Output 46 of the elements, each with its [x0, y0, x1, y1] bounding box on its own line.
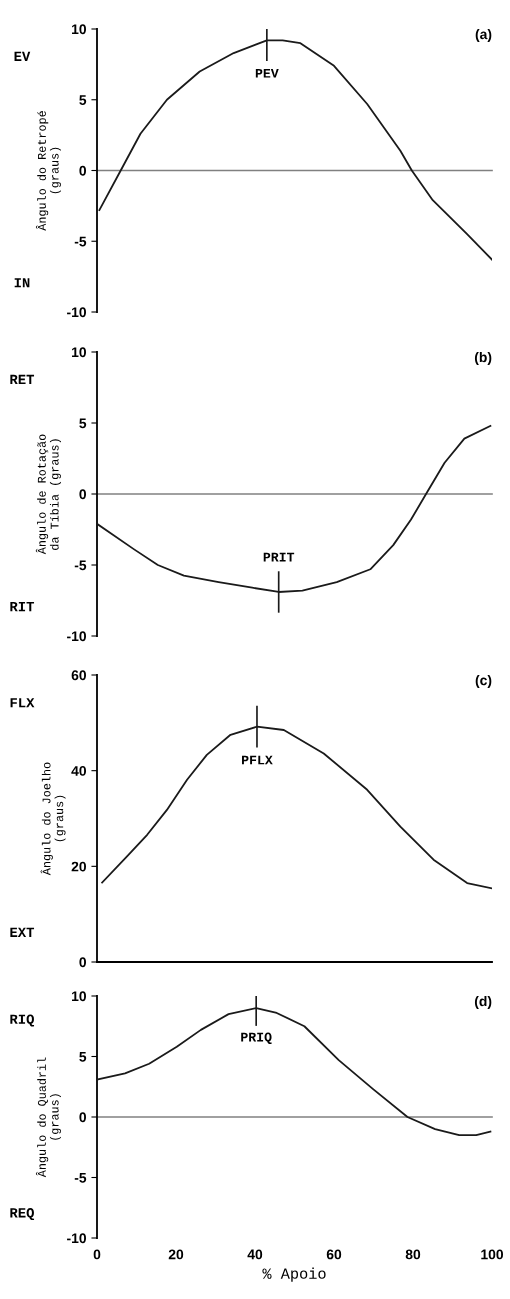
annotation: PEV — [255, 68, 279, 78]
y-tick-label: -10 — [67, 307, 87, 318]
annotation: PRIQ — [241, 1032, 272, 1044]
y-tick-label: -5 — [74, 560, 87, 571]
text: RET — [10, 374, 35, 384]
y-tick-label: 10 — [72, 24, 87, 35]
y-tick-label: 5 — [79, 418, 87, 429]
text: FLX — [10, 698, 35, 708]
text: EV — [14, 51, 31, 61]
text: RIT — [10, 602, 35, 612]
y-tick-label: 0 — [79, 957, 87, 968]
y-tick-label: 20 — [71, 861, 87, 872]
x-tick-label: 60 — [326, 1249, 342, 1260]
annotation: PFLX — [242, 755, 273, 765]
y-tick-label: 5 — [79, 1051, 87, 1062]
text: REQ — [10, 1208, 35, 1221]
y-tick-label: -10 — [67, 631, 87, 642]
chart-title: (c) — [475, 675, 492, 688]
y-tick-label: -5 — [74, 236, 87, 247]
y-tick-label: -10 — [67, 1233, 87, 1244]
text: RIQ — [10, 1014, 35, 1027]
annotation: PRIT — [263, 552, 295, 562]
x-tick-label: 80 — [405, 1249, 421, 1260]
y-axis-title: Ângulo do Joelho (graus) — [40, 762, 66, 876]
x-tick-label: 40 — [247, 1249, 263, 1260]
text: EXT — [10, 927, 35, 937]
y-axis-title: Ângulo do Retropé (graus) — [35, 111, 61, 231]
x-tick-label: 20 — [168, 1249, 184, 1260]
text: IN — [14, 278, 30, 288]
y-tick-label: 10 — [72, 347, 87, 358]
y-tick-label: 40 — [71, 766, 87, 776]
y-axis-title: Ângulo do Quadril (graus) — [35, 1057, 61, 1178]
y-tick-label: 0 — [79, 489, 87, 500]
y-tick-label: 60 — [71, 670, 87, 681]
chart-title: (a) — [475, 29, 492, 42]
x-axis-title: % Apoio — [262, 1267, 326, 1282]
y-tick-label: 0 — [79, 1112, 87, 1123]
x-tick-label: 100 — [481, 1249, 504, 1260]
y-tick-label: 0 — [79, 165, 87, 176]
y-tick-label: 10 — [72, 991, 87, 1002]
y-axis-title: Ângulo de Rotação da Tíbia (graus) — [35, 434, 61, 555]
x-tick-label: 0 — [93, 1249, 101, 1260]
y-tick-label: 5 — [79, 95, 87, 105]
chart-title: (b) — [474, 352, 492, 365]
y-tick-label: -5 — [74, 1172, 87, 1183]
chart-title: (d) — [474, 996, 492, 1009]
